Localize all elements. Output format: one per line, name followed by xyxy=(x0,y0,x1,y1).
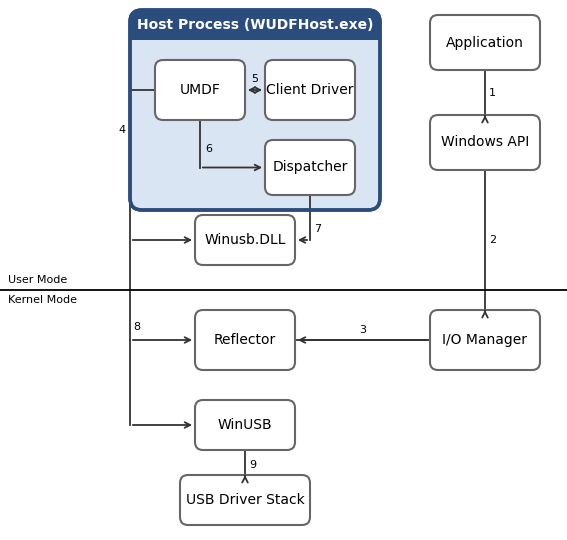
Text: 7: 7 xyxy=(314,224,321,234)
Text: Application: Application xyxy=(446,36,524,50)
Text: Client Driver: Client Driver xyxy=(266,83,354,97)
Text: WinUSB: WinUSB xyxy=(218,418,272,432)
Text: User Mode: User Mode xyxy=(8,275,67,285)
Text: 2: 2 xyxy=(489,235,496,245)
FancyBboxPatch shape xyxy=(130,10,380,40)
Text: 8: 8 xyxy=(133,322,140,332)
Bar xyxy=(130,25,380,40)
Text: Kernel Mode: Kernel Mode xyxy=(8,295,77,305)
FancyBboxPatch shape xyxy=(180,475,310,525)
Text: Host Process (WUDFHost.exe): Host Process (WUDFHost.exe) xyxy=(137,18,373,32)
FancyBboxPatch shape xyxy=(430,310,540,370)
FancyBboxPatch shape xyxy=(130,10,380,210)
FancyBboxPatch shape xyxy=(430,115,540,170)
FancyBboxPatch shape xyxy=(430,15,540,70)
Text: UMDF: UMDF xyxy=(180,83,221,97)
Text: Winusb.DLL: Winusb.DLL xyxy=(204,233,286,247)
Text: 3: 3 xyxy=(359,325,366,335)
FancyBboxPatch shape xyxy=(195,310,295,370)
Text: I/O Manager: I/O Manager xyxy=(442,333,527,347)
Text: 1: 1 xyxy=(489,87,496,98)
FancyBboxPatch shape xyxy=(265,140,355,195)
Text: 5: 5 xyxy=(252,74,259,84)
FancyBboxPatch shape xyxy=(195,215,295,265)
Text: 4: 4 xyxy=(119,125,126,135)
FancyBboxPatch shape xyxy=(195,400,295,450)
Text: Reflector: Reflector xyxy=(214,333,276,347)
Text: Windows API: Windows API xyxy=(441,136,529,150)
Text: USB Driver Stack: USB Driver Stack xyxy=(185,493,304,507)
FancyBboxPatch shape xyxy=(155,60,245,120)
Text: Dispatcher: Dispatcher xyxy=(272,160,348,174)
Text: 6: 6 xyxy=(205,144,212,154)
FancyBboxPatch shape xyxy=(265,60,355,120)
Text: 9: 9 xyxy=(249,460,256,469)
